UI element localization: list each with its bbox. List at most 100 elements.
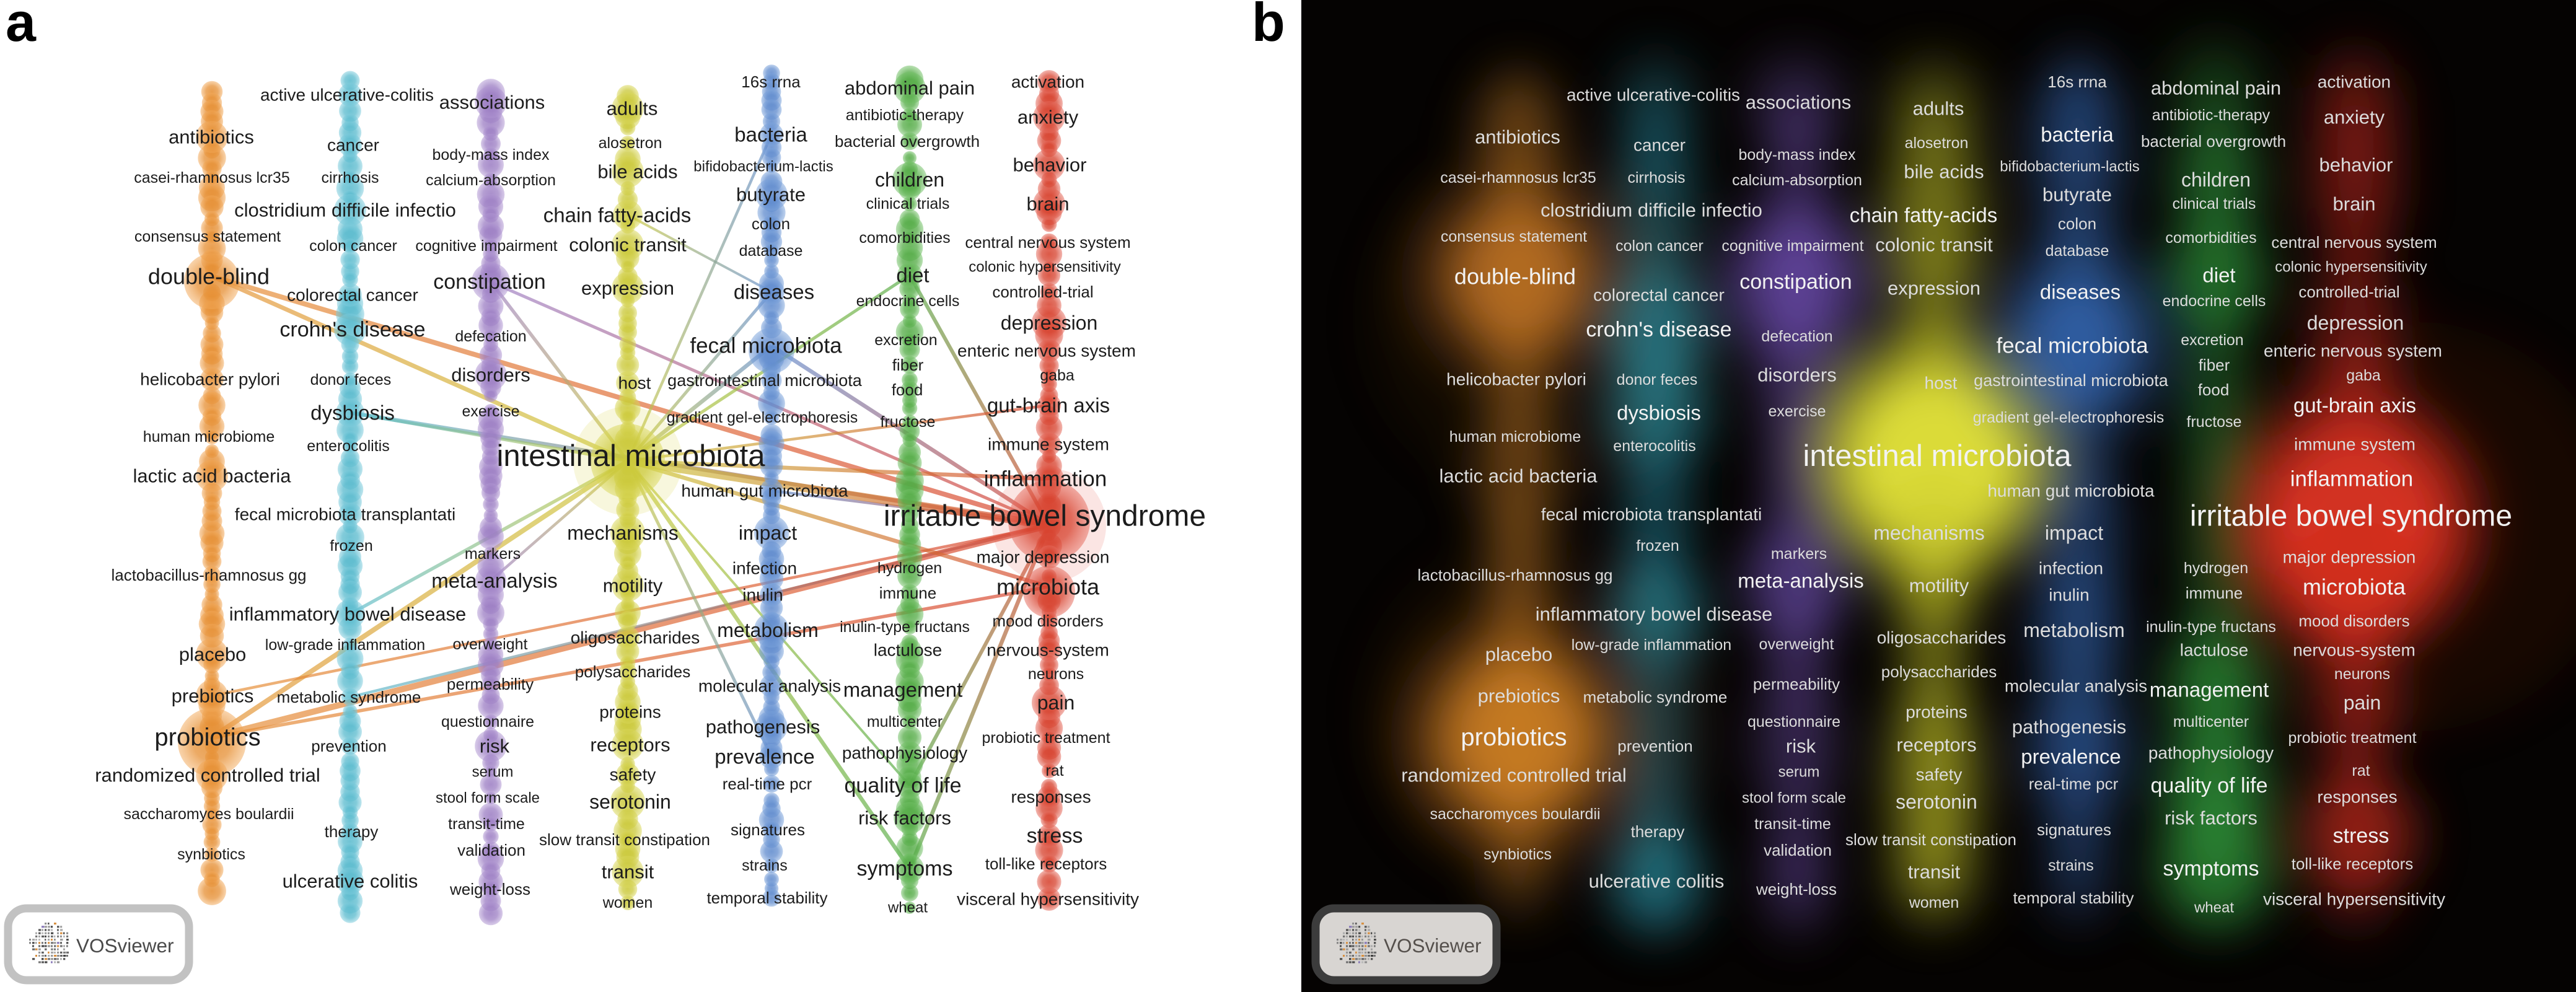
svg-text:pain: pain <box>1037 691 1075 714</box>
svg-text:visceral hypersensitivity: visceral hypersensitivity <box>2263 890 2445 909</box>
svg-text:abdominal pain: abdominal pain <box>2151 77 2281 99</box>
svg-text:lactobacillus-rhamnosus gg: lactobacillus-rhamnosus gg <box>111 566 306 584</box>
svg-text:constipation: constipation <box>433 270 545 294</box>
svg-text:fructose: fructose <box>2187 413 2242 431</box>
svg-text:fecal microbiota transplantati: fecal microbiota transplantati <box>1541 505 1762 524</box>
svg-text:infection: infection <box>732 559 797 578</box>
svg-text:lactulose: lactulose <box>2180 641 2249 660</box>
svg-text:transit: transit <box>602 861 654 883</box>
svg-text:antibiotics: antibiotics <box>169 126 254 148</box>
svg-text:human gut microbiota: human gut microbiota <box>1987 481 2155 501</box>
svg-text:saccharomyces boulardii: saccharomyces boulardii <box>123 805 294 823</box>
svg-text:constipation: constipation <box>1739 270 1852 294</box>
svg-text:visceral hypersensitivity: visceral hypersensitivity <box>957 890 1139 909</box>
svg-text:body-mass index: body-mass index <box>1739 146 1856 164</box>
svg-text:rat: rat <box>1045 762 1063 779</box>
svg-text:bacterial overgrowth: bacterial overgrowth <box>835 132 980 151</box>
svg-text:ulcerative colitis: ulcerative colitis <box>1589 871 1725 892</box>
svg-text:pathogenesis: pathogenesis <box>706 716 820 738</box>
svg-text:children: children <box>2181 169 2251 191</box>
svg-text:validation: validation <box>457 841 525 859</box>
svg-text:butyrate: butyrate <box>736 184 806 206</box>
svg-text:enteric nervous system: enteric nervous system <box>957 341 1136 361</box>
svg-text:comorbidities: comorbidities <box>859 229 950 247</box>
svg-text:fecal microbiota transplantati: fecal microbiota transplantati <box>235 505 455 524</box>
svg-text:saccharomyces boulardii: saccharomyces boulardii <box>1430 805 1600 823</box>
svg-text:calcium-absorption: calcium-absorption <box>426 172 556 189</box>
svg-text:double-blind: double-blind <box>148 264 270 289</box>
svg-text:hydrogen: hydrogen <box>877 560 942 577</box>
svg-text:responses: responses <box>1011 788 1091 807</box>
svg-text:management: management <box>843 678 963 701</box>
svg-text:host: host <box>618 374 651 393</box>
svg-text:inulin-type fructans: inulin-type fructans <box>2146 618 2276 636</box>
svg-text:diseases: diseases <box>2040 281 2121 304</box>
svg-text:human gut microbiota: human gut microbiota <box>681 481 848 501</box>
svg-text:colon: colon <box>2058 214 2096 233</box>
svg-text:safety: safety <box>610 765 656 784</box>
svg-text:bile acids: bile acids <box>597 161 677 183</box>
svg-text:active ulcerative-colitis: active ulcerative-colitis <box>1567 86 1740 105</box>
svg-text:b: b <box>1252 0 1285 53</box>
svg-text:consensus statement: consensus statement <box>134 228 281 245</box>
svg-text:gaba: gaba <box>2346 367 2381 384</box>
svg-text:bacterial overgrowth: bacterial overgrowth <box>2141 132 2286 151</box>
svg-text:inflammatory bowel disease: inflammatory bowel disease <box>1536 604 1773 625</box>
svg-text:mechanisms: mechanisms <box>567 522 679 544</box>
svg-text:multicenter: multicenter <box>2173 713 2249 731</box>
svg-text:slow transit constipation: slow transit constipation <box>1845 830 2016 849</box>
svg-text:risk factors: risk factors <box>858 807 951 829</box>
svg-text:real-time pcr: real-time pcr <box>2029 775 2119 793</box>
svg-text:dysbiosis: dysbiosis <box>310 402 395 424</box>
svg-text:randomized controlled trial: randomized controlled trial <box>95 765 320 786</box>
svg-text:receptors: receptors <box>590 734 670 756</box>
svg-text:diseases: diseases <box>734 281 814 304</box>
svg-text:alosetron: alosetron <box>599 134 662 152</box>
svg-text:colorectal cancer: colorectal cancer <box>1593 286 1725 305</box>
svg-text:placebo: placebo <box>1485 644 1553 665</box>
svg-text:frozen: frozen <box>1636 537 1679 555</box>
svg-text:gastrointestinal microbiota: gastrointestinal microbiota <box>667 371 863 390</box>
svg-text:therapy: therapy <box>1631 822 1685 841</box>
svg-text:VOSviewer: VOSviewer <box>76 934 174 957</box>
svg-text:permeability: permeability <box>1753 675 1840 693</box>
svg-text:helicobacter pylori: helicobacter pylori <box>1446 370 1586 389</box>
svg-text:prevalence: prevalence <box>714 745 814 768</box>
svg-text:ulcerative colitis: ulcerative colitis <box>283 871 418 892</box>
svg-text:comorbidities: comorbidities <box>2165 229 2256 247</box>
svg-text:symptoms: symptoms <box>857 857 953 880</box>
svg-text:signatures: signatures <box>731 820 805 839</box>
svg-text:pathogenesis: pathogenesis <box>2012 716 2126 738</box>
svg-text:cognitive impairment: cognitive impairment <box>415 237 557 255</box>
svg-text:randomized controlled trial: randomized controlled trial <box>1401 765 1627 786</box>
svg-text:prebiotics: prebiotics <box>172 685 254 707</box>
svg-text:fructose: fructose <box>881 413 936 431</box>
svg-text:colon cancer: colon cancer <box>1615 237 1703 255</box>
svg-text:nervous-system: nervous-system <box>2293 641 2416 660</box>
svg-text:cancer: cancer <box>327 136 379 155</box>
svg-text:molecular analysis: molecular analysis <box>2005 677 2147 696</box>
svg-text:probiotics: probiotics <box>154 724 260 751</box>
svg-text:antibiotic-therapy: antibiotic-therapy <box>2152 107 2270 124</box>
svg-text:abdominal pain: abdominal pain <box>845 77 975 99</box>
svg-text:synbiotics: synbiotics <box>177 846 245 863</box>
svg-text:gut-brain axis: gut-brain axis <box>987 394 1110 417</box>
svg-text:calcium-absorption: calcium-absorption <box>1732 172 1862 189</box>
svg-text:mechanisms: mechanisms <box>1873 522 1985 544</box>
svg-text:metabolism: metabolism <box>2023 619 2125 641</box>
svg-text:women: women <box>1909 894 1959 911</box>
svg-text:microbiota: microbiota <box>996 574 1100 600</box>
svg-text:defecation: defecation <box>455 328 526 345</box>
svg-text:quality of life: quality of life <box>845 774 962 797</box>
svg-text:colonic hypersensitivity: colonic hypersensitivity <box>969 259 1120 276</box>
svg-text:risk: risk <box>480 735 510 757</box>
svg-text:probiotics: probiotics <box>1461 724 1567 751</box>
svg-text:inflammation: inflammation <box>2290 467 2413 491</box>
svg-text:signatures: signatures <box>2037 820 2111 839</box>
svg-text:women: women <box>602 894 653 911</box>
svg-text:fecal microbiota: fecal microbiota <box>690 334 842 358</box>
svg-text:receptors: receptors <box>1896 734 1976 756</box>
svg-text:enterocolitis: enterocolitis <box>1613 437 1695 455</box>
svg-text:nervous-system: nervous-system <box>987 641 1109 660</box>
svg-text:meta-analysis: meta-analysis <box>1738 569 1864 592</box>
